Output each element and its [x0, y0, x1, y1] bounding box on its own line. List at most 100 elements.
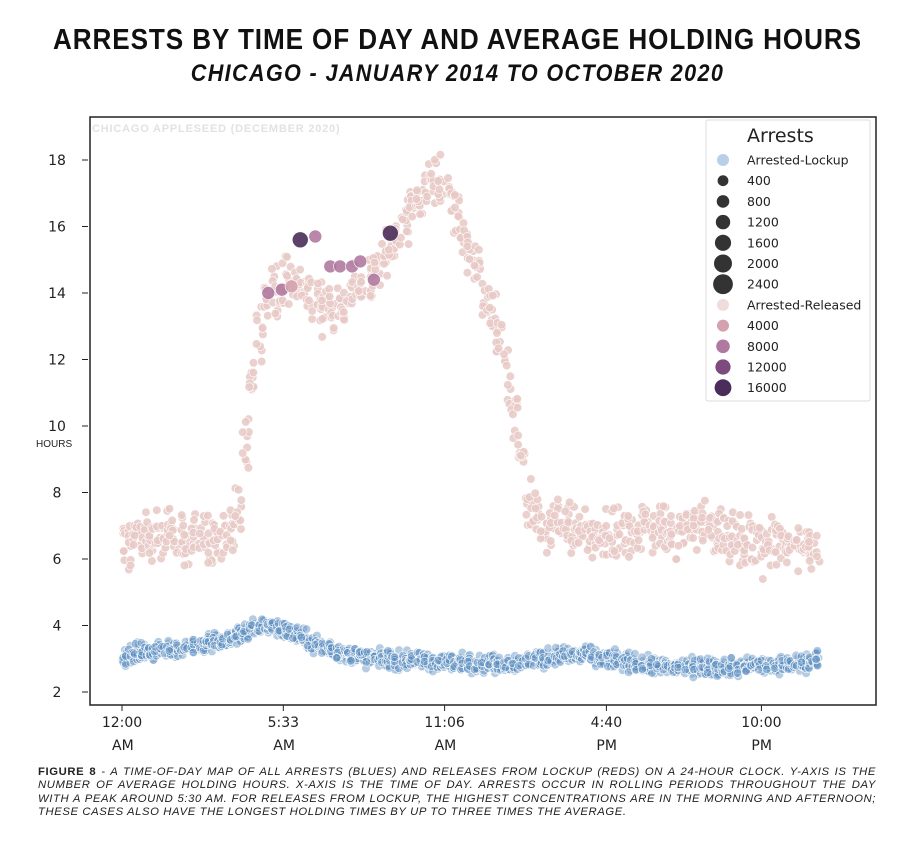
- released-point: [671, 554, 681, 564]
- released-point: [165, 530, 175, 541]
- lockup-point: [301, 624, 312, 634]
- released-point: [147, 556, 157, 566]
- lockup-point: [796, 657, 807, 667]
- released-point: [241, 417, 251, 427]
- released-point: [313, 278, 323, 289]
- released-point: [574, 512, 585, 522]
- released-point: [382, 271, 392, 281]
- released-point: [130, 530, 140, 541]
- lockup-point: [282, 631, 292, 641]
- legend-label: 2400: [747, 277, 779, 292]
- lockup-point: [291, 623, 301, 634]
- highlighted-point: [382, 224, 399, 242]
- released-point: [493, 343, 504, 353]
- released-point: [673, 541, 684, 551]
- released-point: [365, 291, 376, 301]
- lockup-point: [724, 663, 734, 673]
- released-point: [356, 277, 366, 287]
- released-point: [412, 185, 422, 195]
- released-point: [234, 485, 244, 495]
- x-tick-ampm: PM: [596, 738, 617, 754]
- released-point: [465, 254, 475, 264]
- released-point: [623, 511, 633, 521]
- released-point: [560, 506, 570, 516]
- released-point: [793, 523, 803, 533]
- released-point: [282, 252, 292, 262]
- released-point: [508, 409, 518, 419]
- legend-marker-icon: [715, 359, 731, 375]
- released-point: [164, 504, 175, 514]
- x-tick-ampm: PM: [751, 738, 772, 754]
- lockup-point: [267, 619, 277, 629]
- released-point: [688, 533, 698, 543]
- chart-title: ARRESTS BY TIME OF DAY AND AVERAGE HOLDI…: [53, 24, 862, 56]
- released-point: [324, 284, 334, 294]
- lockup-point: [296, 632, 307, 642]
- released-point: [333, 283, 343, 293]
- released-point: [536, 512, 547, 522]
- lockup-point: [162, 641, 172, 652]
- released-point: [415, 209, 425, 219]
- released-point: [640, 509, 650, 519]
- lockup-point: [317, 648, 327, 658]
- released-point: [688, 520, 699, 531]
- released-point: [526, 474, 536, 484]
- x-tick-ampm: AM: [273, 738, 295, 754]
- x-tick-label: 12:00: [102, 715, 142, 731]
- released-point: [469, 261, 480, 271]
- released-point: [339, 307, 349, 317]
- lockup-point: [433, 655, 443, 666]
- released-point: [587, 552, 598, 563]
- legend-label: 1600: [747, 235, 779, 250]
- released-point: [502, 361, 512, 371]
- released-point: [317, 332, 327, 342]
- chart-subtitle: CHICAGO - JANUARY 2014 TO OCTOBER 2020: [190, 60, 725, 87]
- legend-label: 400: [747, 173, 771, 188]
- released-point: [499, 349, 509, 359]
- lockup-point: [811, 654, 821, 665]
- released-point: [230, 511, 240, 521]
- y-tick-label: 14: [48, 286, 66, 302]
- y-axis: 2 4 6 8 10 12 14 16 18: [48, 153, 88, 701]
- released-point: [218, 511, 229, 521]
- released-point: [754, 523, 765, 533]
- released-point: [666, 529, 677, 539]
- highlighted-point: [353, 254, 368, 269]
- lockup-point: [136, 638, 146, 648]
- x-tick-label: 10:00: [741, 715, 781, 731]
- released-point: [252, 315, 262, 325]
- released-point: [412, 194, 422, 204]
- highlighted-point: [308, 229, 323, 244]
- released-point: [530, 488, 540, 498]
- released-point: [203, 558, 213, 568]
- lockup-point: [637, 664, 648, 674]
- released-point: [177, 510, 187, 520]
- legend-label: 4000: [747, 318, 779, 333]
- released-point: [203, 548, 213, 558]
- released-point: [582, 545, 593, 555]
- released-point: [402, 226, 412, 236]
- lockup-point: [586, 641, 596, 652]
- released-point: [248, 358, 259, 368]
- released-point: [521, 510, 532, 520]
- lockup-point: [514, 661, 524, 671]
- released-point: [263, 311, 273, 321]
- lockup-point: [538, 648, 548, 658]
- y-tick-label: 2: [53, 685, 62, 701]
- legend-label: 16000: [747, 380, 787, 395]
- released-point: [647, 533, 658, 543]
- released-point: [422, 191, 432, 201]
- released-point: [804, 537, 814, 547]
- released-point: [152, 505, 162, 515]
- lockup-point: [246, 620, 257, 630]
- released-point: [125, 560, 136, 571]
- released-point: [203, 510, 213, 521]
- released-point: [767, 512, 777, 522]
- legend-marker-icon: [717, 154, 729, 166]
- released-point: [236, 495, 246, 505]
- lockup-point: [120, 661, 131, 671]
- released-point: [258, 323, 268, 333]
- legend-marker-icon: [714, 254, 732, 273]
- released-point: [304, 295, 314, 306]
- legend-marker-icon: [713, 274, 733, 295]
